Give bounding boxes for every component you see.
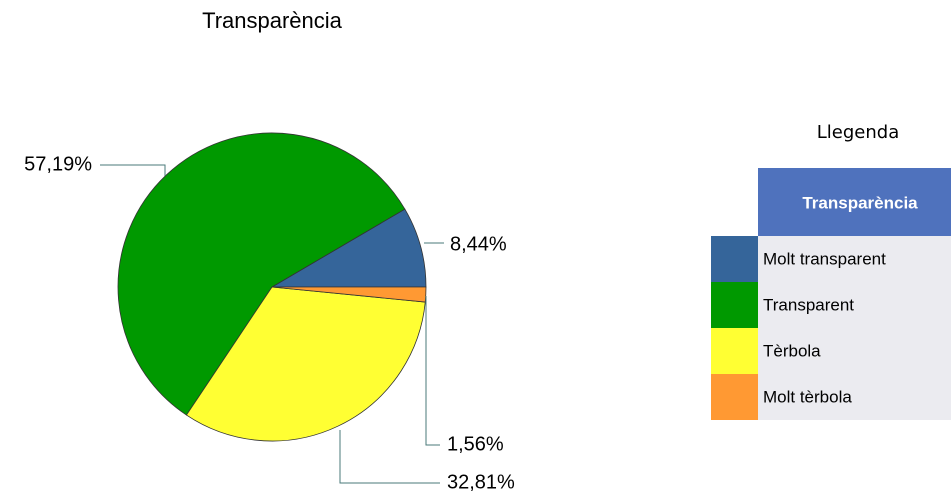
data-label: 57,19%: [24, 153, 92, 175]
leader-line: [339, 430, 440, 484]
legend-label: Tèrbola: [763, 341, 821, 360]
data-label: 1,56%: [447, 433, 504, 455]
data-label: 32,81%: [447, 471, 515, 493]
legend-row-bg: [758, 328, 951, 374]
legend-header-bg: [758, 168, 951, 236]
pie-slice: [117, 132, 406, 416]
pie-slice: [271, 286, 427, 303]
chart-title: Transparència: [202, 8, 343, 33]
legend-title: Llegenda: [817, 122, 899, 143]
legend-row-bg: [758, 236, 951, 282]
legend-label: Molt transparent: [763, 249, 886, 268]
leader-line: [425, 296, 440, 446]
legend-row-bg: [758, 282, 951, 328]
legend-swatch: [711, 328, 758, 374]
legend-label: Molt tèrbola: [763, 387, 852, 406]
legend-label: Transparent: [763, 295, 854, 314]
data-label: 8,44%: [450, 233, 507, 255]
legend-swatch: [711, 282, 758, 328]
legend-header: Transparència: [802, 193, 918, 212]
leader-line: [100, 164, 166, 176]
legend-swatch: [711, 236, 758, 282]
legend-row-bg: [758, 374, 951, 420]
pie-slice: [185, 286, 426, 442]
legend-swatch: [711, 374, 758, 420]
